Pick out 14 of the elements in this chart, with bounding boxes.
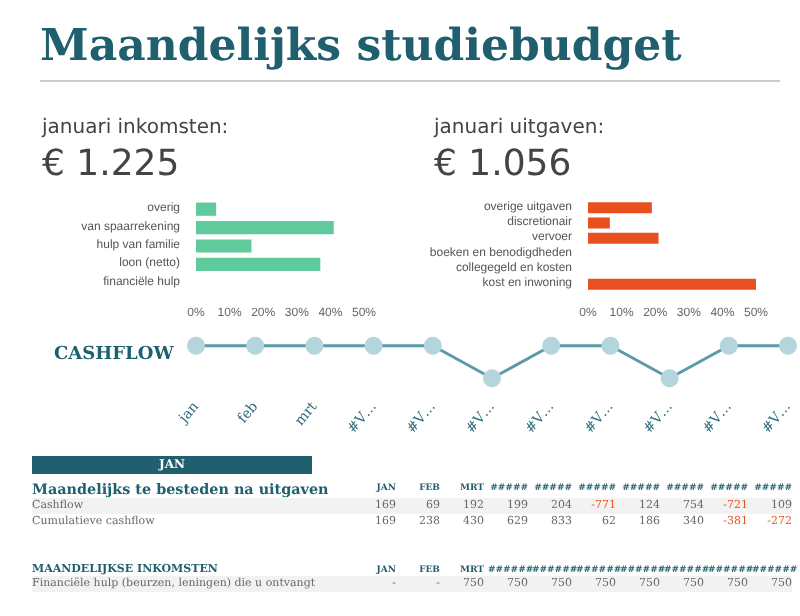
bar bbox=[588, 278, 756, 290]
bar bbox=[196, 257, 321, 272]
chart-title: januari uitgaven: bbox=[432, 117, 605, 139]
text: Maandelijks studiebudget bbox=[40, 20, 780, 82]
bar bbox=[196, 220, 334, 235]
bar bbox=[196, 239, 252, 253]
bar bbox=[588, 202, 652, 214]
chart-subtitle: € 1.056 bbox=[434, 143, 572, 185]
chart-title: januari inkomsten: bbox=[40, 117, 229, 139]
bar bbox=[588, 217, 610, 229]
chart-title: CASHFLOW bbox=[54, 345, 176, 365]
chart-subtitle: € 1.225 bbox=[42, 143, 180, 185]
bar bbox=[588, 232, 659, 244]
bar bbox=[196, 202, 217, 216]
